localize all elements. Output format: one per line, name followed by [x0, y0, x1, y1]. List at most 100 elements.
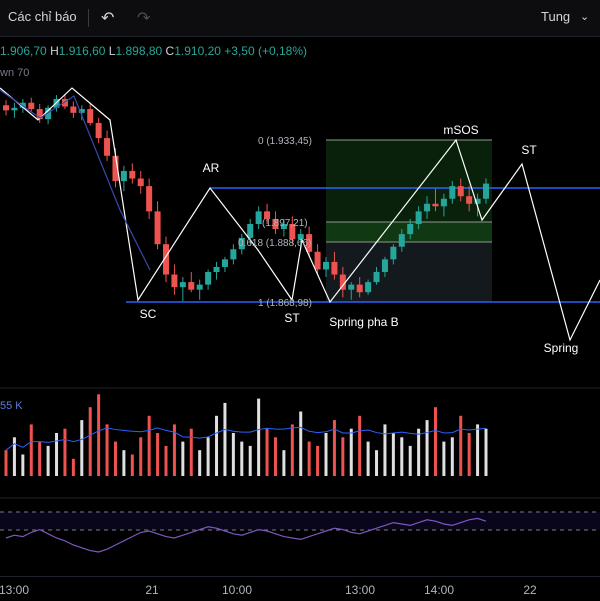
close-value: 1.910,20	[174, 44, 221, 58]
fib-label: (1.897,21)	[262, 218, 308, 229]
volume-bar	[63, 428, 67, 476]
candle-body	[28, 102, 35, 110]
candle-body	[331, 261, 338, 275]
candle-body	[78, 109, 85, 113]
open-value: 1.906,70	[0, 44, 47, 58]
candle-body	[339, 274, 346, 290]
candle-body	[297, 234, 304, 240]
wyckoff-annotation: Spring pha B	[329, 315, 398, 329]
volume-label: 55 K	[0, 400, 23, 412]
oscillator-band	[0, 512, 600, 530]
volume-bar	[240, 441, 244, 476]
candle-body	[264, 211, 271, 219]
wyckoff-annotation: Spring	[544, 341, 579, 355]
volume-bar	[408, 445, 412, 476]
volume-bar	[375, 450, 379, 476]
candle-body	[137, 178, 144, 187]
candle-body	[356, 284, 363, 293]
candle-body	[424, 203, 431, 212]
candle-body	[255, 211, 262, 224]
candle-body	[154, 211, 161, 245]
candle-body	[238, 237, 245, 250]
volume-bar	[400, 437, 404, 476]
candle-body	[171, 274, 178, 288]
volume-bar	[113, 441, 117, 476]
redo-icon[interactable]: ↷	[137, 10, 151, 27]
candle-body	[390, 246, 397, 260]
volume-bar	[358, 415, 362, 476]
candle-body	[381, 259, 388, 272]
candle-body	[87, 109, 94, 123]
toolbar: Các chỉ báo ↶ ↷ Tung ⌄	[0, 0, 600, 37]
x-tick: 13:00	[344, 583, 376, 597]
volume-bar	[105, 424, 109, 476]
volume-bar	[467, 433, 471, 476]
wyckoff-zigzag	[0, 87, 600, 342]
candle-body	[398, 234, 405, 247]
change-value: +3,50 (+0,18%)	[224, 44, 308, 58]
price-chart[interactable]: 0 (1.933,45) (1.897,21) 0.618 (1.888,66) 1 …	[0, 0, 600, 576]
trend-line	[0, 89, 151, 271]
candle-body	[221, 259, 228, 267]
volume-bar	[181, 441, 185, 476]
candle-body	[36, 109, 43, 120]
volume-bar	[290, 424, 294, 476]
volume-bar	[417, 428, 421, 476]
low-label: L	[108, 44, 116, 58]
volume-bar	[265, 428, 269, 476]
volume-bar	[206, 437, 210, 476]
candle-body	[120, 170, 127, 182]
volume-bar	[425, 420, 429, 476]
time-axis: 13:00 21 10:00 13:00 14:00 22	[0, 576, 600, 601]
candle-body	[474, 198, 481, 204]
toolbar-divider	[88, 9, 89, 27]
candle-body	[466, 196, 473, 204]
volume-bar	[38, 441, 42, 476]
volume-bar	[324, 433, 328, 476]
candle-body	[314, 251, 321, 270]
volume-bar	[433, 407, 437, 476]
volume-bar	[80, 420, 84, 476]
volume-bar	[282, 450, 286, 476]
indicators-button[interactable]: Các chỉ báo	[8, 9, 77, 24]
candle-body	[415, 211, 422, 224]
close-label: C	[165, 44, 175, 58]
candle-body	[179, 282, 186, 288]
volume-bar	[164, 445, 168, 476]
mode-label[interactable]: Tung	[541, 9, 571, 24]
candle-body	[407, 224, 414, 235]
candle-body	[432, 203, 439, 207]
fib-label: 0.618 (1.888,66)	[238, 238, 311, 249]
candle-body	[348, 284, 355, 290]
wyckoff-annotation: mSOS	[443, 123, 478, 137]
x-tick: 22	[523, 583, 537, 597]
candle-body	[11, 107, 18, 111]
candle-body	[449, 186, 456, 199]
candle-body	[373, 272, 380, 283]
candle-body	[289, 224, 296, 240]
volume-bar	[383, 424, 387, 476]
volume-bar	[29, 424, 33, 476]
candle-body	[280, 224, 287, 230]
volume-bar	[391, 433, 395, 476]
x-tick: 10:00	[221, 583, 253, 597]
candle-body	[112, 155, 119, 182]
undo-icon[interactable]: ↶	[101, 10, 115, 27]
candle-body	[205, 272, 212, 285]
volume-bar	[55, 433, 59, 476]
indicator-label: wn 70	[0, 67, 30, 79]
volume-bar	[349, 428, 353, 476]
fib-label: 0 (1.933,45)	[258, 136, 312, 147]
chevron-down-icon[interactable]: ⌄	[580, 11, 590, 23]
volume-bar	[316, 445, 320, 476]
candle-body	[70, 106, 77, 113]
volume-bar	[307, 441, 311, 476]
candle-body	[61, 98, 68, 107]
fib-zone-upper	[326, 140, 492, 222]
volume-bar	[442, 441, 446, 476]
volume-bar	[450, 437, 454, 476]
low-value: 1.898,80	[115, 44, 163, 58]
candle-body	[45, 107, 52, 120]
volume-bar	[215, 415, 219, 476]
candle-body	[365, 282, 372, 293]
